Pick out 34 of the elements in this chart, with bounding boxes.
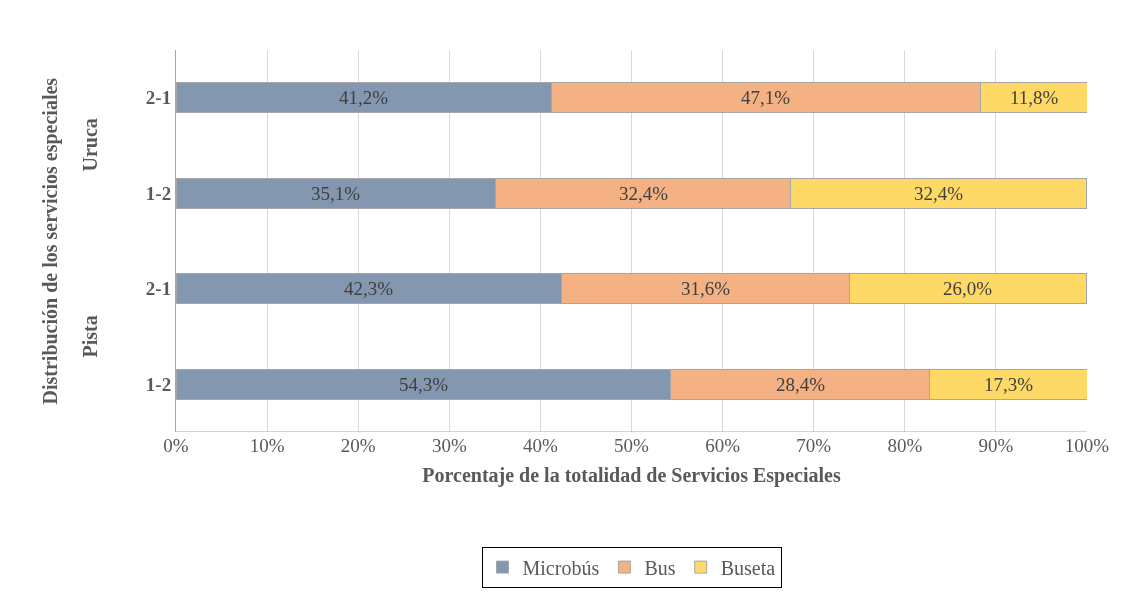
x-tick-label: 10% — [249, 435, 285, 456]
x-tick-label: 70% — [796, 435, 832, 456]
text: Uruca — [78, 118, 101, 172]
y-tick-label: 1-2 — [145, 182, 172, 204]
data-label: 54,3% — [399, 374, 449, 395]
x-tick-label: 50% — [614, 435, 650, 456]
x-tick-label: 30% — [431, 435, 467, 456]
data-label: 41,2% — [339, 87, 389, 108]
x-tick-label: 20% — [340, 435, 376, 456]
x-tick-label: 0% — [163, 435, 189, 456]
data-label: 17,3% — [984, 374, 1034, 395]
x-axis-title: Porcentaje de la totalidad de Servicios Especiales — [422, 463, 841, 487]
data-label: 32,4% — [914, 183, 964, 204]
y-axis-title: Distribución de los servicios especiales — [38, 77, 62, 405]
data-label: 47,1% — [741, 87, 791, 108]
data-label: 42,3% — [344, 278, 394, 299]
legend-label: Buseta — [720, 556, 776, 579]
data-label: 31,6% — [681, 278, 731, 299]
data-label: 11,8% — [1010, 87, 1059, 108]
legend-label: Bus — [644, 556, 676, 579]
x-tick-label: 100% — [1064, 435, 1110, 456]
data-label: 32,4% — [619, 183, 669, 204]
data-label: 28,4% — [776, 374, 826, 395]
y-tick-label: 1-2 — [145, 373, 172, 395]
x-tick-label: 80% — [887, 435, 923, 456]
data-label: 26,0% — [943, 278, 993, 299]
x-tick-label: 90% — [978, 435, 1014, 456]
legend-label: Microbús — [522, 556, 600, 579]
x-tick-label: 40% — [522, 435, 558, 456]
y-tick-label: 2-1 — [145, 278, 172, 300]
y-tick-label: 2-1 — [145, 87, 172, 109]
data-label: 35,1% — [311, 183, 361, 204]
text: Pista — [78, 315, 101, 358]
x-tick-label: 60% — [705, 435, 741, 456]
